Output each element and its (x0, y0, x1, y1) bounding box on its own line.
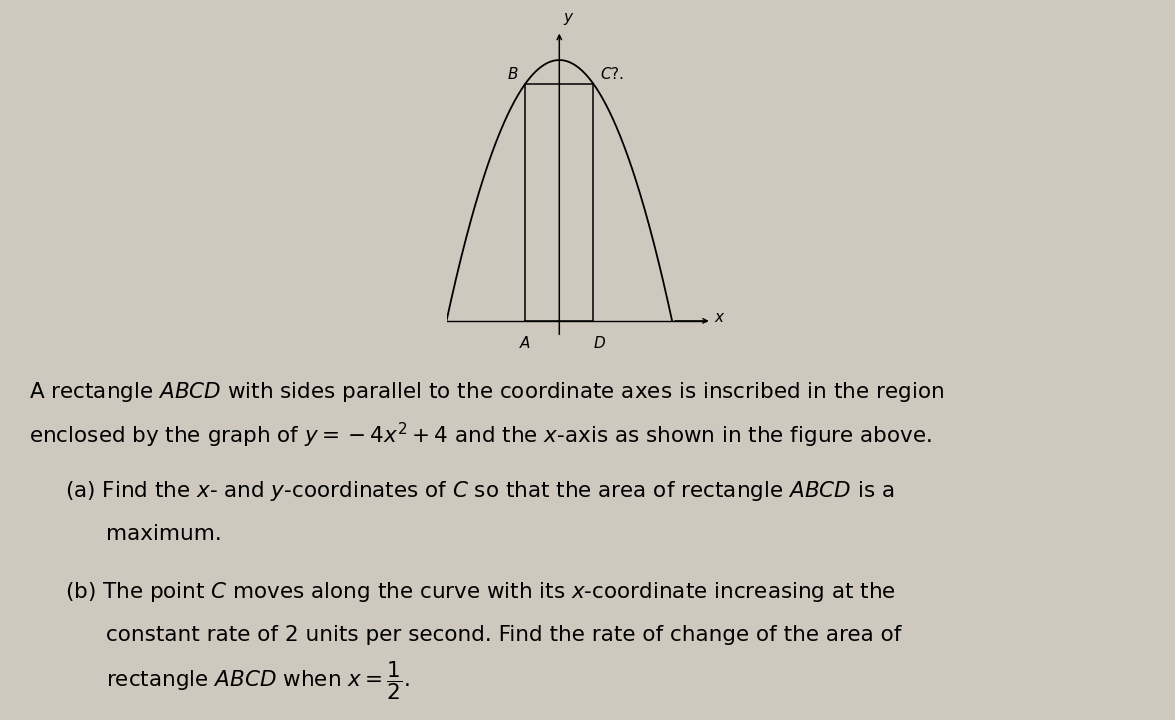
Text: (a) Find the $x$- and $y$-coordinates of $C$ so that the area of rectangle $\mat: (a) Find the $x$- and $y$-coordinates of… (65, 479, 894, 503)
Text: rectangle $\mathit{ABCD}$ when $x=\dfrac{1}{2}$.: rectangle $\mathit{ABCD}$ when $x=\dfrac… (106, 659, 409, 702)
Text: $x$: $x$ (714, 310, 725, 325)
Text: constant rate of 2 units per second. Find the rate of change of the area of: constant rate of 2 units per second. Fin… (106, 625, 901, 645)
Text: $C$?.: $C$?. (600, 66, 624, 82)
Text: $y$: $y$ (563, 12, 575, 27)
Text: A rectangle $\mathit{ABCD}$ with sides parallel to the coordinate axes is inscri: A rectangle $\mathit{ABCD}$ with sides p… (29, 380, 945, 405)
Text: (b) The point $C$ moves along the curve with its $x$-coordinate increasing at th: (b) The point $C$ moves along the curve … (65, 580, 895, 604)
Text: $B$: $B$ (508, 66, 518, 82)
Text: $D$: $D$ (593, 336, 606, 351)
Text: $A$: $A$ (519, 336, 531, 351)
Text: enclosed by the graph of $y=-4x^2+4$ and the $x$-axis as shown in the figure abo: enclosed by the graph of $y=-4x^2+4$ and… (29, 421, 933, 450)
Text: maximum.: maximum. (106, 524, 222, 544)
